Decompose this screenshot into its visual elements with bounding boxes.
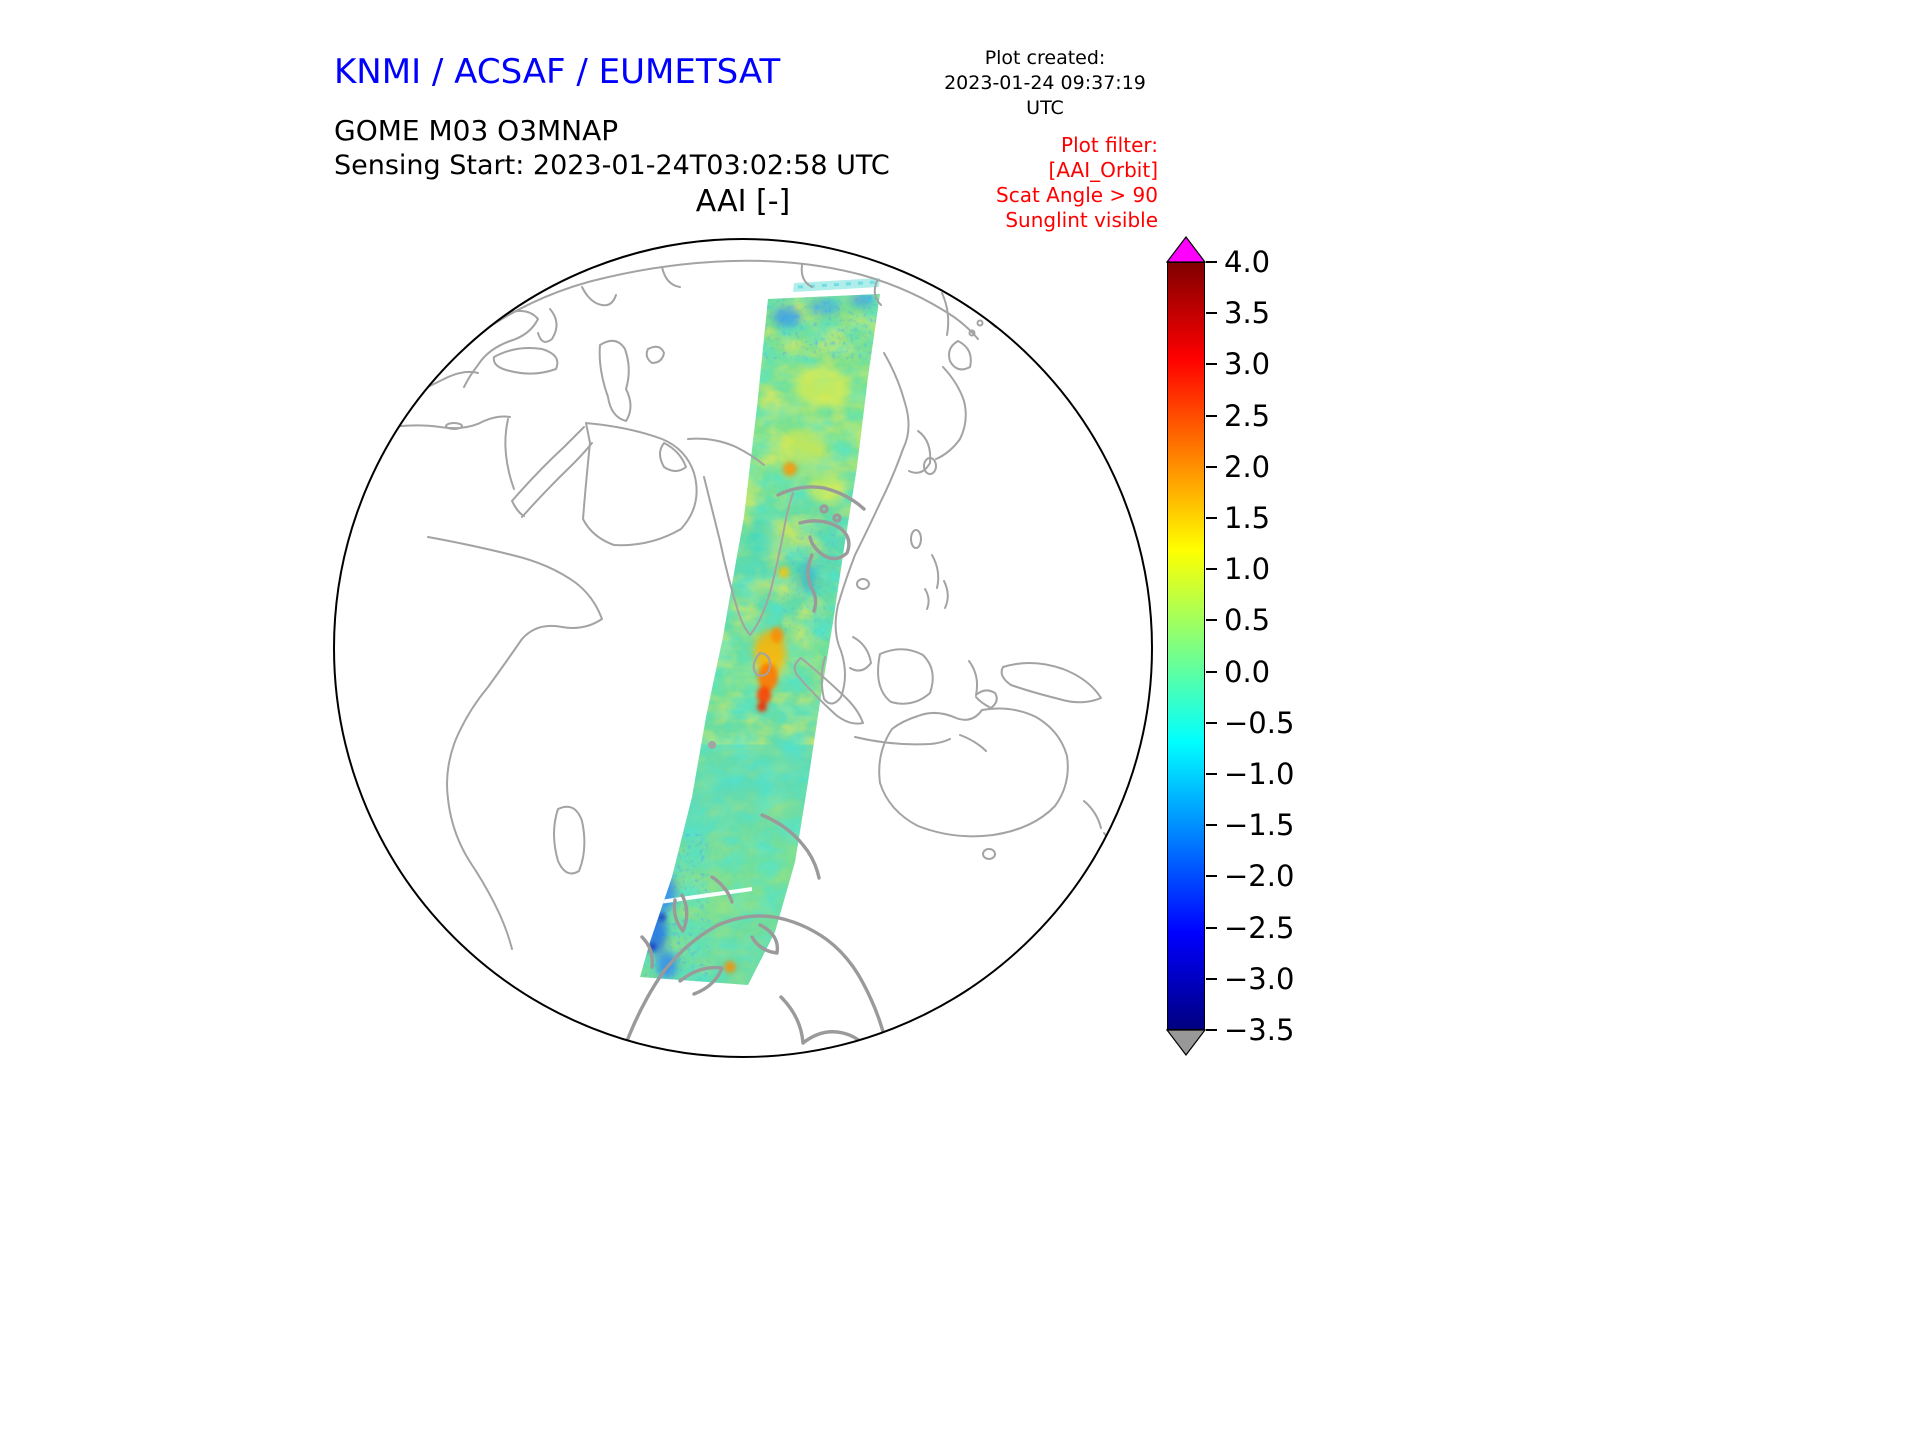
colorbar-tick [1206,926,1217,929]
colorbar-tick-label: 0.0 [1224,654,1271,689]
colorbar-tick-label: 1.0 [1224,552,1271,587]
colorbar-tick [1206,773,1217,775]
map-title: AAI [-] [695,184,791,219]
colorbar-tick [1206,977,1217,980]
colorbar-tick [1206,824,1217,827]
plot-created-block: Plot created: 2023-01-24 09:37:19 UTC [928,46,1162,121]
colorbar-tick [1206,414,1217,417]
colorbar-tick [1206,465,1217,468]
colorbar-under-arrow [1166,1029,1207,1056]
colorbar-tick [1206,568,1217,571]
colorbar-arrows [1166,236,1207,1056]
plot-filter-line: Scat Angle > 90 [996,183,1158,207]
colorbar-tick [1206,619,1217,622]
colorbar-tick [1206,721,1217,724]
colorbar-over-arrow [1166,236,1207,263]
org-title: KNMI / ACSAF / EUMETSAT [334,52,781,92]
colorbar-tick [1206,261,1217,263]
colorbar-tick-label: 4.0 [1224,245,1271,279]
colorbar-tick [1206,875,1217,878]
plot-filter-block: Plot filter: [AAI_Orbit] Scat Angle > 90… [925,133,1158,233]
product-name: GOME M03 O3MNAP [334,114,619,147]
colorbar-tick-label: 2.5 [1224,398,1271,433]
colorbar-tick-label: −0.5 [1224,705,1295,740]
colorbar-tick-label: 3.0 [1224,347,1271,382]
plot-filter-line: [AAI_Orbit] [1048,158,1158,182]
plot-filter-line: Sunglint visible [1005,208,1158,232]
plot-created-value: 2023-01-24 09:37:19 UTC [944,72,1146,119]
plot-filter-line: Plot filter: [1061,133,1158,157]
colorbar-tick [1206,517,1217,519]
plot-created-label: Plot created: [984,47,1106,69]
globe-outline [333,238,1153,1058]
colorbar-tick-label: −2.5 [1224,910,1295,945]
colorbar-gradient [1167,262,1205,1030]
colorbar-tick-label: −2.0 [1224,859,1295,894]
colorbar-tick-label: −3.5 [1224,1013,1295,1047]
colorbar-tick-label: 3.5 [1224,296,1271,331]
colorbar-tick-label: 2.0 [1224,449,1271,484]
colorbar-tick-label: 1.5 [1224,501,1271,535]
colorbar-tick-label: −1.5 [1224,808,1295,843]
globe-map [333,238,1153,1058]
colorbar-tick-label: −1.0 [1224,757,1295,791]
colorbar-tick [1206,670,1217,673]
colorbar-tick-label: −3.0 [1224,961,1295,996]
colorbar-tick [1206,312,1217,315]
colorbar-tick-label: 0.5 [1224,603,1271,638]
colorbar-tick [1206,363,1217,366]
colorbar-tick [1206,1029,1217,1031]
sensing-start: Sensing Start: 2023-01-24T03:02:58 UTC [334,150,890,181]
bold-coastlines [622,485,893,1057]
